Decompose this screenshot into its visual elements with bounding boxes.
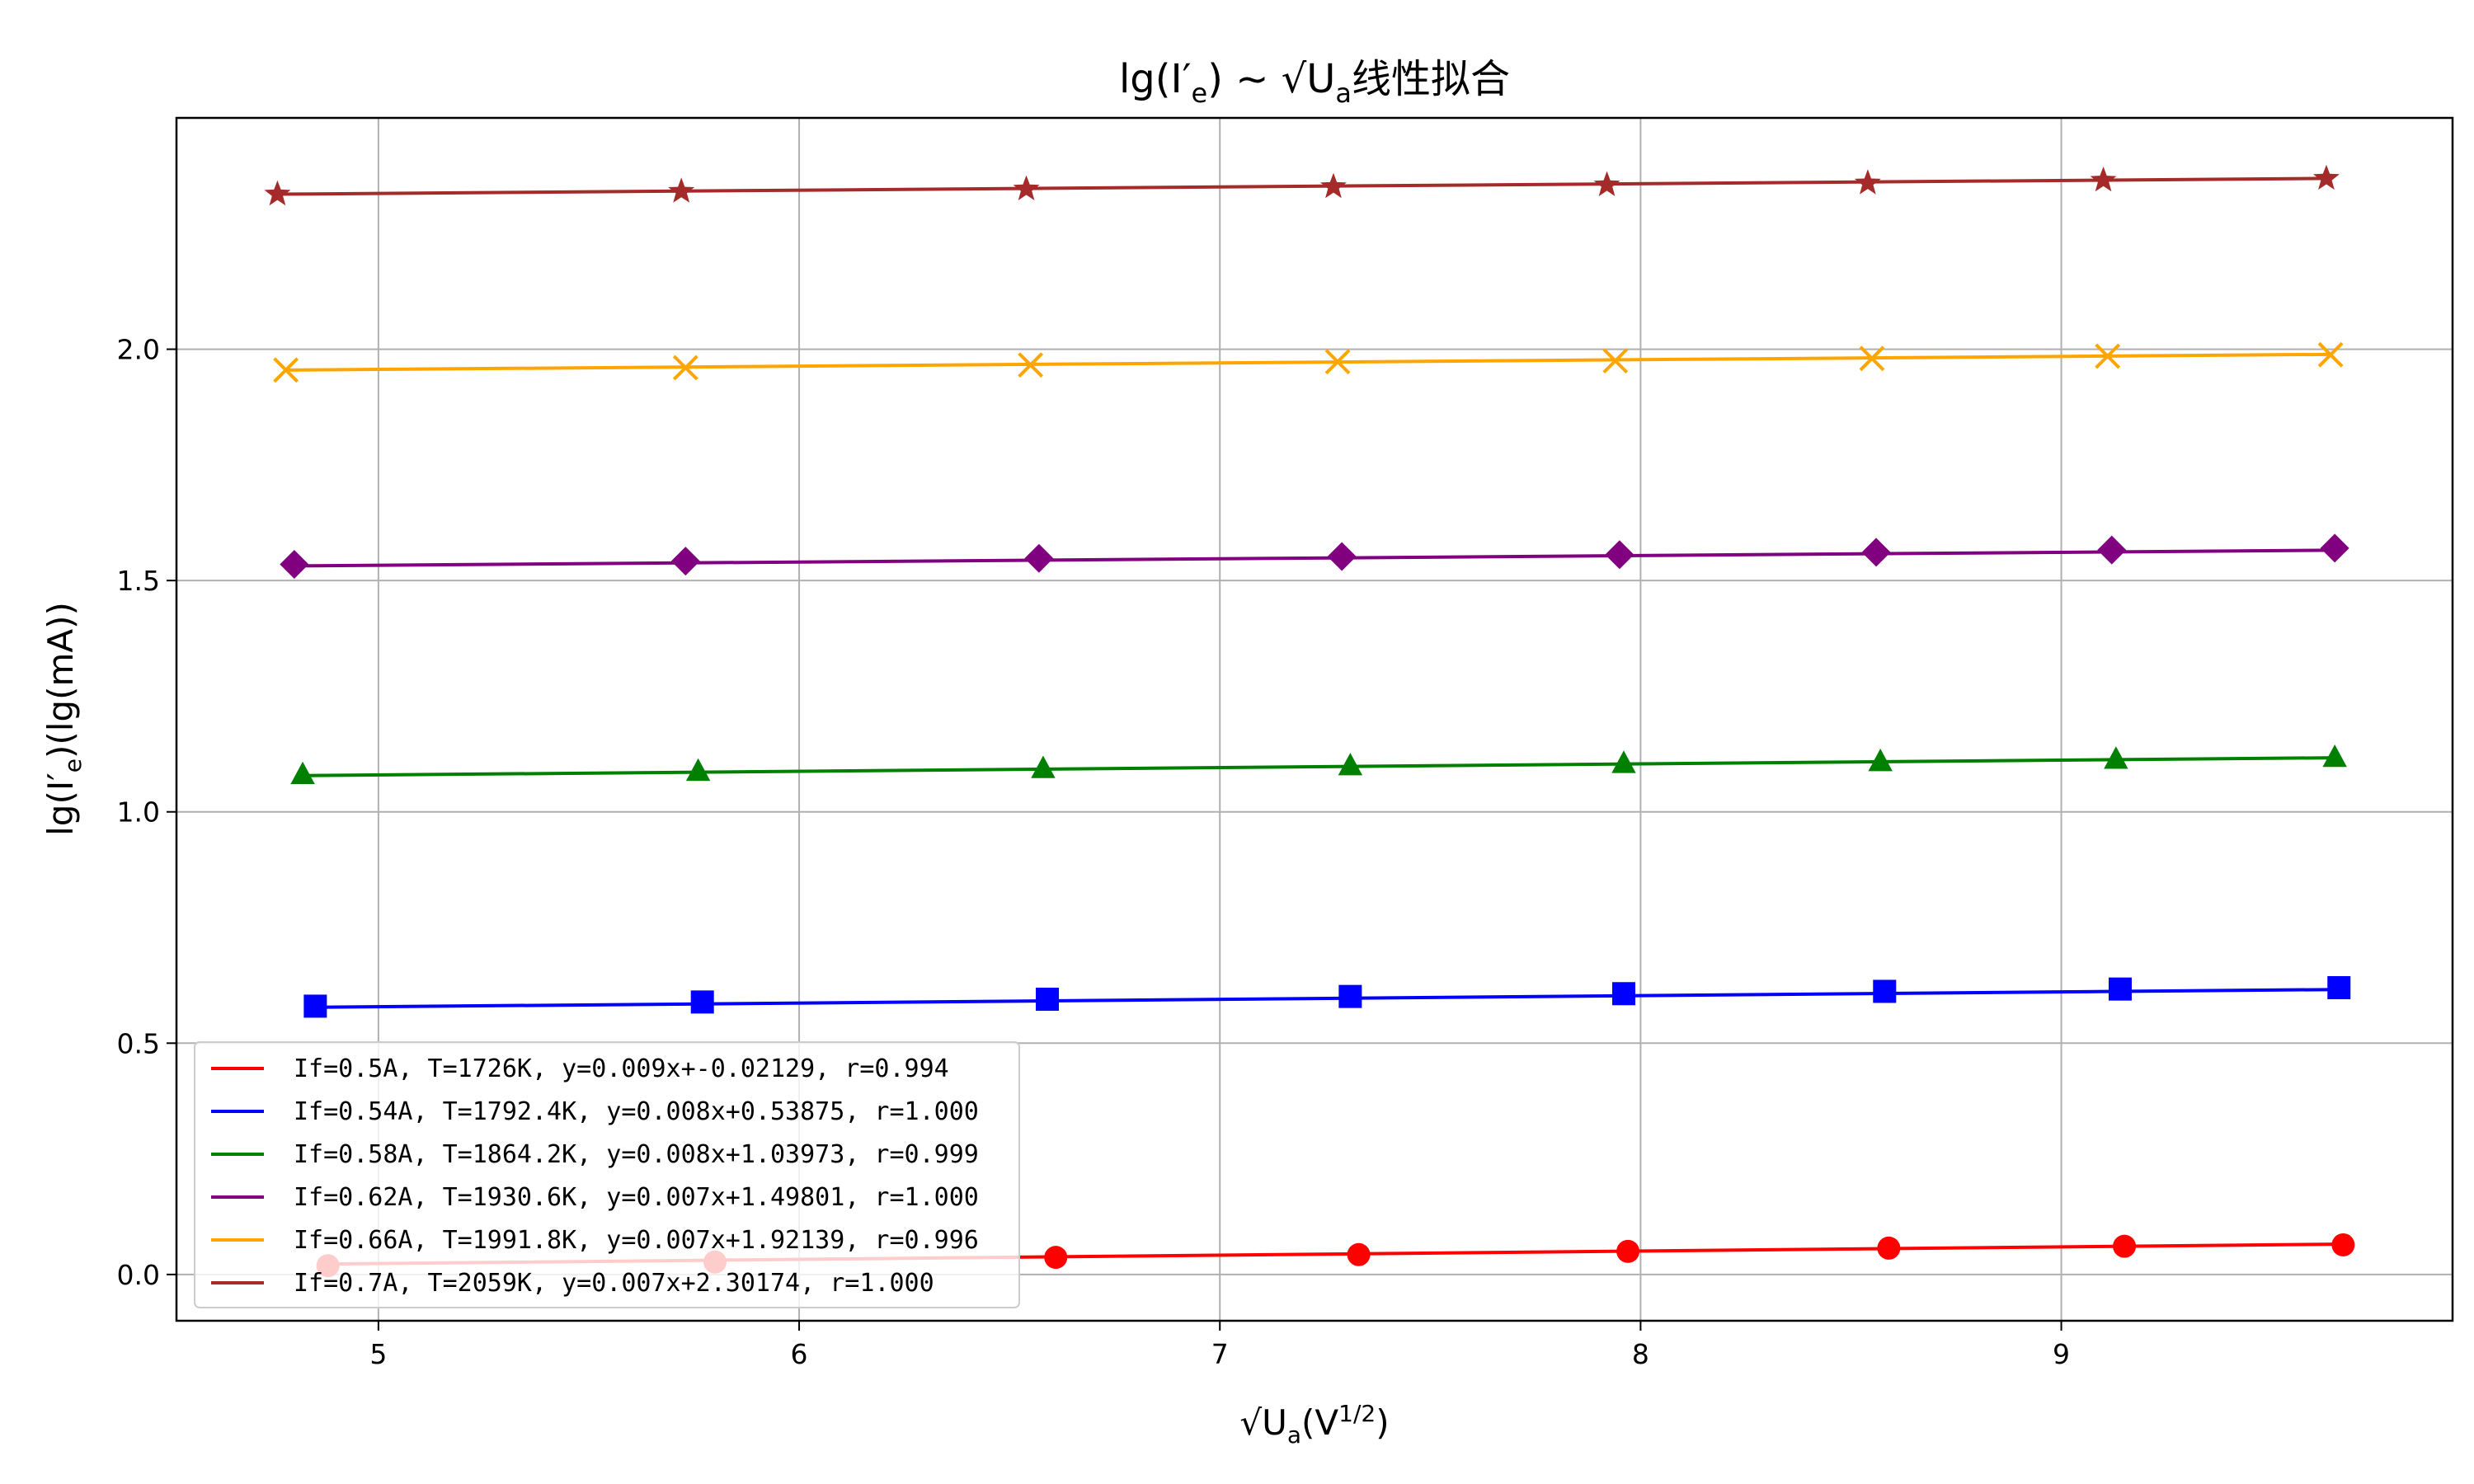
- data-point-series-3: [2104, 746, 2128, 769]
- legend-label: If=0.54A, T=1792.4K, y=0.008x+0.53875, r…: [294, 1097, 979, 1126]
- ylabel-part: )(lg(mA)): [40, 602, 81, 758]
- title-part: lg(I′: [1119, 56, 1192, 102]
- legend: If=0.5A, T=1726K, y=0.009x+-0.02129, r=0…: [194, 1041, 1020, 1308]
- xlabel-part: (V: [1301, 1402, 1338, 1443]
- data-point-series-6: [1593, 171, 1620, 196]
- y-tick-label: 2.0: [117, 334, 160, 366]
- x-tick-label: 5: [369, 1338, 387, 1370]
- data-point-series-1: [1044, 1246, 1068, 1270]
- xlabel-subscript: a: [1287, 1421, 1301, 1449]
- y-tick-label: 1.5: [117, 565, 160, 597]
- data-point-series-4: [670, 547, 700, 576]
- y-tick-label: 0.5: [117, 1027, 160, 1059]
- title-subscript: a: [1335, 77, 1352, 109]
- data-point-series-5: [273, 357, 299, 383]
- data-point-series-3: [1338, 753, 1363, 776]
- data-point-series-5: [1859, 345, 1885, 372]
- data-point-series-5: [1602, 348, 1629, 374]
- sqrt-sign: √: [1282, 56, 1307, 102]
- data-point-series-4: [1327, 542, 1357, 571]
- data-point-series-5: [672, 355, 698, 381]
- data-point-series-3: [1031, 755, 1056, 778]
- fit-line-series-2: [315, 988, 2340, 1009]
- data-point-series-5: [1324, 349, 1351, 375]
- x-tick-label: 9: [2053, 1338, 2070, 1370]
- x-axis: 5 6 7 8 9: [369, 1321, 2070, 1370]
- x-tick-label: 7: [1211, 1338, 1229, 1370]
- data-point-series-6: [2313, 164, 2340, 190]
- title-part: ) ~: [1207, 56, 1281, 102]
- data-point-series-3: [685, 758, 711, 782]
- x-axis-label: √Ua(V1/2): [1239, 1400, 1389, 1449]
- data-point-series-2: [1611, 982, 1635, 1006]
- data-point-series-6: [668, 177, 695, 203]
- data-markers: [264, 164, 2355, 1278]
- data-point-series-1: [1347, 1242, 1371, 1266]
- y-axis-label: lg(I′e)(lg(mA)): [40, 602, 87, 836]
- data-point-series-3: [1611, 750, 1636, 773]
- data-point-series-3: [290, 761, 315, 785]
- y-tick-label: 1.0: [117, 796, 160, 829]
- data-point-series-1: [2113, 1234, 2137, 1258]
- x-tick-label: 6: [791, 1338, 808, 1370]
- data-point-series-1: [2331, 1233, 2355, 1256]
- data-point-series-2: [2327, 975, 2351, 999]
- fit-line-series-3: [303, 756, 2335, 777]
- title-subscript: e: [1192, 77, 1208, 109]
- data-point-series-6: [1320, 172, 1347, 199]
- data-point-series-2: [2108, 977, 2132, 1001]
- title-part: 线性拟合: [1352, 56, 1510, 102]
- chart-title: lg(I′e) ~ √Ua线性拟合: [1119, 56, 1510, 109]
- legend-label: If=0.62A, T=1930.6K, y=0.007x+1.49801, r…: [294, 1183, 979, 1212]
- fit-line-series-4: [294, 548, 2335, 568]
- data-point-series-3: [1868, 749, 1893, 772]
- data-point-series-4: [2097, 535, 2127, 565]
- xlabel-part: ): [1376, 1402, 1389, 1443]
- data-point-series-5: [1018, 352, 1044, 378]
- legend-label: If=0.66A, T=1991.8K, y=0.007x+1.92139, r…: [294, 1226, 979, 1255]
- data-point-series-2: [690, 990, 714, 1014]
- xlabel-superscript: 1/2: [1338, 1400, 1376, 1427]
- y-axis: 0.0 0.5 1.0 1.5 2.0: [117, 334, 176, 1291]
- data-point-series-6: [1854, 169, 1881, 195]
- data-point-series-5: [2317, 341, 2344, 368]
- ylabel-subscript: e: [59, 758, 87, 773]
- data-point-series-1: [1616, 1239, 1640, 1263]
- legend-label: If=0.5A, T=1726K, y=0.009x+-0.02129, r=0…: [294, 1054, 949, 1083]
- x-tick-label: 8: [1632, 1338, 1649, 1370]
- data-point-series-2: [303, 994, 327, 1018]
- data-point-series-4: [1605, 540, 1634, 570]
- legend-label: If=0.7A, T=2059K, y=0.007x+2.30174, r=1.…: [294, 1269, 934, 1298]
- data-point-series-1: [1877, 1236, 1901, 1260]
- sqrt-sign: √: [1239, 1402, 1262, 1443]
- data-point-series-6: [1013, 175, 1040, 200]
- title-part: U: [1306, 56, 1335, 102]
- y-tick-label: 0.0: [117, 1259, 160, 1291]
- data-point-series-2: [1873, 979, 1897, 1003]
- data-point-series-4: [2320, 533, 2349, 563]
- data-point-series-4: [1861, 538, 1891, 567]
- data-point-series-2: [1036, 987, 1060, 1011]
- data-point-series-4: [1024, 543, 1054, 573]
- data-point-series-6: [2090, 167, 2117, 192]
- data-point-series-3: [2322, 744, 2347, 768]
- legend-box: [194, 1041, 1020, 1308]
- grid: [176, 118, 2453, 1321]
- xlabel-part: U: [1262, 1402, 1287, 1443]
- legend-label: If=0.58A, T=1864.2K, y=0.008x+1.03973, r…: [294, 1140, 979, 1169]
- data-point-series-5: [2095, 343, 2121, 369]
- plot-frame: [175, 116, 2454, 1322]
- data-point-series-4: [280, 550, 309, 580]
- data-point-series-2: [1338, 984, 1362, 1008]
- ylabel-part: lg(I′: [40, 773, 81, 836]
- fit-line-series-6: [277, 176, 2326, 196]
- data-point-series-6: [264, 180, 291, 206]
- fit-line-series-5: [285, 352, 2331, 372]
